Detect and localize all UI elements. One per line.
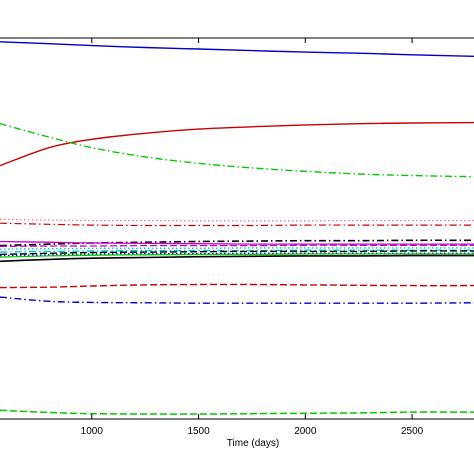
series-line-14 bbox=[0, 254, 474, 263]
series-line-3 bbox=[0, 123, 474, 178]
series-line-7 bbox=[0, 240, 474, 245]
x-tick-label: 1500 bbox=[187, 426, 210, 437]
series-layer bbox=[0, 41, 474, 415]
x-ticks: 1000 1500 2000 2500 bbox=[81, 38, 424, 437]
series-line-11 bbox=[0, 250, 474, 256]
series-line-12 bbox=[0, 252, 474, 257]
x-tick-label: 1000 bbox=[81, 426, 104, 437]
series-line-8 bbox=[0, 244, 474, 248]
x-axis-label: Time (days) bbox=[227, 438, 279, 449]
series-line-9 bbox=[0, 247, 474, 250]
series-line-17 bbox=[0, 409, 474, 415]
series-line-13 bbox=[0, 253, 474, 258]
series-line-1 bbox=[0, 41, 474, 57]
axes-layer bbox=[0, 37, 474, 420]
x-tick-label: 2500 bbox=[401, 426, 424, 437]
plot-area bbox=[0, 38, 474, 419]
series-line-4 bbox=[0, 218, 474, 222]
series-line-15 bbox=[0, 283, 474, 289]
x-tick-label: 2000 bbox=[294, 426, 317, 437]
